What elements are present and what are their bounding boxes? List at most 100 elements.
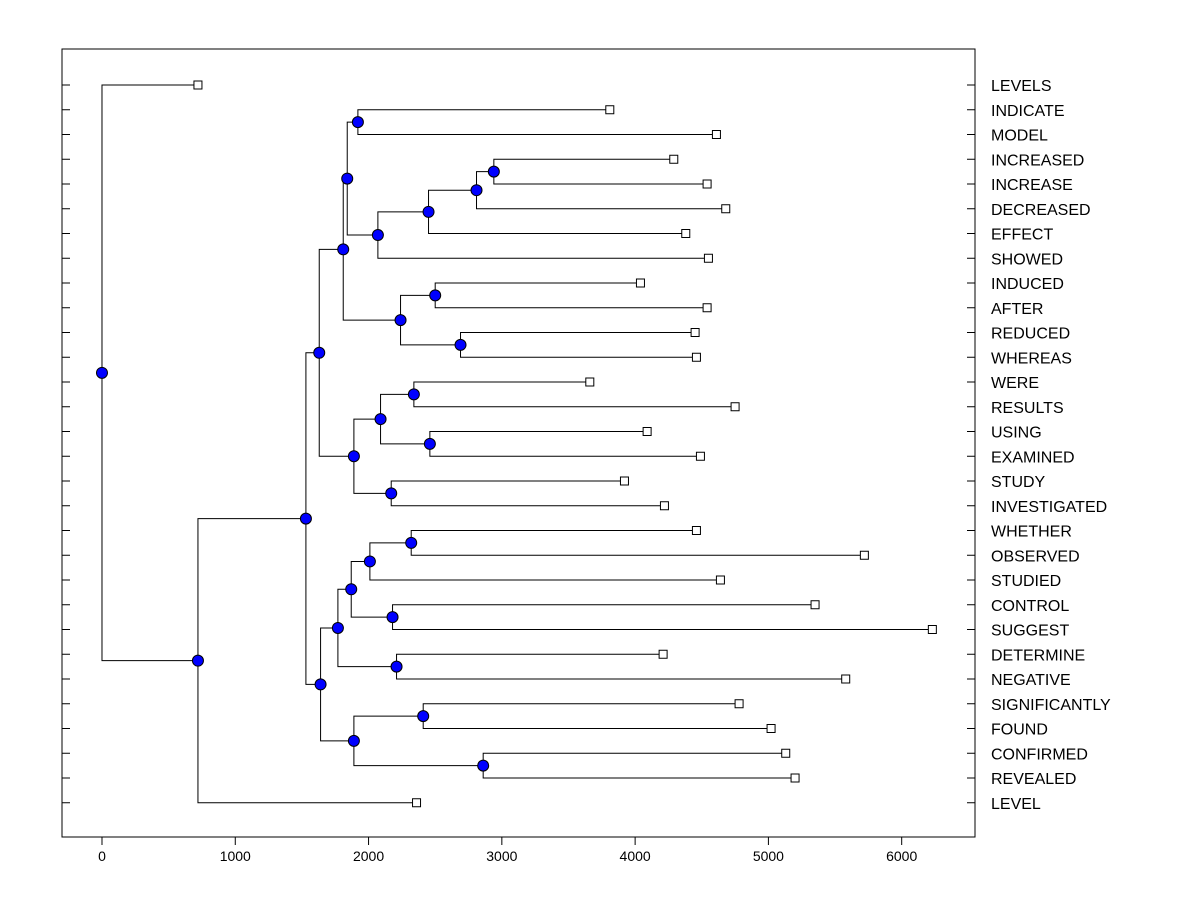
x-tick-label: 1000: [220, 848, 251, 864]
leaf-labels: LEVELS INDICATE MODEL INCREASED INCREASE DECR…: [991, 78, 1111, 813]
dendrogram-link: [337, 588, 397, 668]
leaf-marker: [695, 451, 705, 461]
dendrogram-link: [377, 211, 709, 259]
merge-node-marker: [454, 338, 467, 351]
leaf-label: OBSERVED: [991, 548, 1080, 565]
dendrogram-link: [197, 518, 417, 804]
dendrogram-link: [476, 171, 726, 210]
leaf-marker: [810, 600, 820, 610]
merge-node-marker: [470, 184, 483, 197]
leaf-label: CONFIRMED: [991, 746, 1088, 763]
leaf-label: DETERMINE: [991, 647, 1085, 664]
merge-node-marker: [337, 243, 350, 256]
x-axis: 0 1000 2000 3000 4000 5000 6000: [98, 837, 917, 864]
dendrogram-link: [353, 715, 484, 767]
leaf-marker: [690, 328, 700, 337]
leaf-marker: [659, 501, 669, 511]
merge-node-marker: [386, 611, 399, 624]
merge-node-marker: [95, 366, 108, 379]
leaf-marker: [721, 204, 731, 214]
dendrogram-link: [429, 431, 701, 457]
leaf-label: DECREASED: [991, 202, 1091, 219]
leaf-label: WHETHER: [991, 524, 1072, 541]
right-tick-marks: [967, 84, 975, 804]
merge-node-marker: [423, 437, 436, 450]
dendrogram-link: [428, 189, 686, 234]
leaf-marker: [658, 649, 668, 659]
dendrogram-link: [460, 332, 697, 358]
leaf-marker: [703, 253, 713, 263]
merge-node-marker: [405, 536, 418, 549]
merge-node-marker: [351, 116, 364, 129]
merge-node-marker: [394, 314, 407, 327]
leaf-label: CONTROL: [991, 598, 1069, 615]
leaf-marker: [619, 476, 629, 486]
leaf-marker: [642, 427, 652, 436]
leaf-label: NEGATIVE: [991, 672, 1071, 689]
dendrogram-link: [410, 530, 865, 556]
leaf-label: WERE: [991, 375, 1039, 392]
leaf-label: INDICATE: [991, 103, 1064, 120]
dendrogram-link: [380, 393, 430, 445]
dendrogram-link: [369, 542, 721, 581]
dendrogram-link: [482, 752, 796, 779]
leaf-label: INVESTIGATED: [991, 499, 1107, 516]
leaf-label: INDUCED: [991, 276, 1064, 293]
dendrogram-link: [422, 703, 772, 729]
leaf-marker: [927, 625, 937, 634]
x-tick-label: 4000: [620, 848, 651, 864]
leaf-label: AFTER: [991, 301, 1043, 318]
merge-node-marker: [385, 487, 398, 500]
leaf-label: FOUND: [991, 722, 1048, 739]
merge-node-marker: [429, 289, 442, 302]
left-tick-marks: [62, 84, 70, 804]
leaf-label: EXAMINED: [991, 449, 1075, 466]
leaf-label: REVEALED: [991, 771, 1076, 788]
leaf-label: STUDIED: [991, 573, 1061, 590]
leaf-marker: [790, 773, 800, 783]
dendrogram-link: [434, 282, 708, 309]
dendrogram-links: [101, 84, 933, 804]
merge-node-marker: [331, 621, 344, 634]
merge-node-marker: [347, 450, 360, 463]
merge-node-marker: [313, 346, 326, 359]
plot-frame: [61, 48, 976, 838]
leaf-label: INCREASED: [991, 152, 1084, 169]
leaf-marker: [781, 748, 791, 758]
leaf-marker: [635, 278, 645, 288]
x-tick-label: 3000: [486, 848, 517, 864]
leaf-marker: [585, 377, 595, 387]
leaf-marker: [681, 229, 691, 238]
leaf-marker: [734, 699, 744, 709]
leaf-marker: [691, 352, 701, 362]
merge-node-marker: [363, 555, 376, 568]
leaf-label: SUGGEST: [991, 623, 1069, 640]
leaf-label: SIGNIFICANTLY: [991, 697, 1111, 714]
leaf-marker: [702, 303, 712, 313]
merge-node-marker: [390, 660, 403, 673]
merge-node-marker: [407, 388, 420, 401]
dendrogram-link: [350, 560, 393, 618]
dendrogram-link: [342, 178, 401, 321]
leaf-marker: [841, 674, 851, 684]
leaf-label: LEVEL: [991, 796, 1041, 813]
merge-node-marker: [345, 583, 358, 596]
leaf-label: RESULTS: [991, 400, 1064, 417]
leaf-label: MODEL: [991, 128, 1048, 145]
dendrogram-link: [413, 381, 736, 408]
leaf-label: STUDY: [991, 474, 1046, 491]
leaf-marker: [715, 575, 725, 585]
merge-node-marker: [374, 413, 387, 426]
merge-node-marker: [341, 172, 354, 185]
leaf-label: INCREASE: [991, 177, 1073, 194]
leaf-label: SHOWED: [991, 251, 1063, 268]
merge-node-markers: [95, 116, 500, 772]
leaf-label: WHEREAS: [991, 350, 1072, 367]
leaf-marker: [711, 130, 721, 139]
dendrogram-link: [392, 604, 933, 630]
merge-node-marker: [191, 654, 204, 667]
leaf-marker: [605, 105, 615, 115]
dendrogram-link: [400, 294, 461, 346]
merge-node-marker: [487, 165, 500, 178]
